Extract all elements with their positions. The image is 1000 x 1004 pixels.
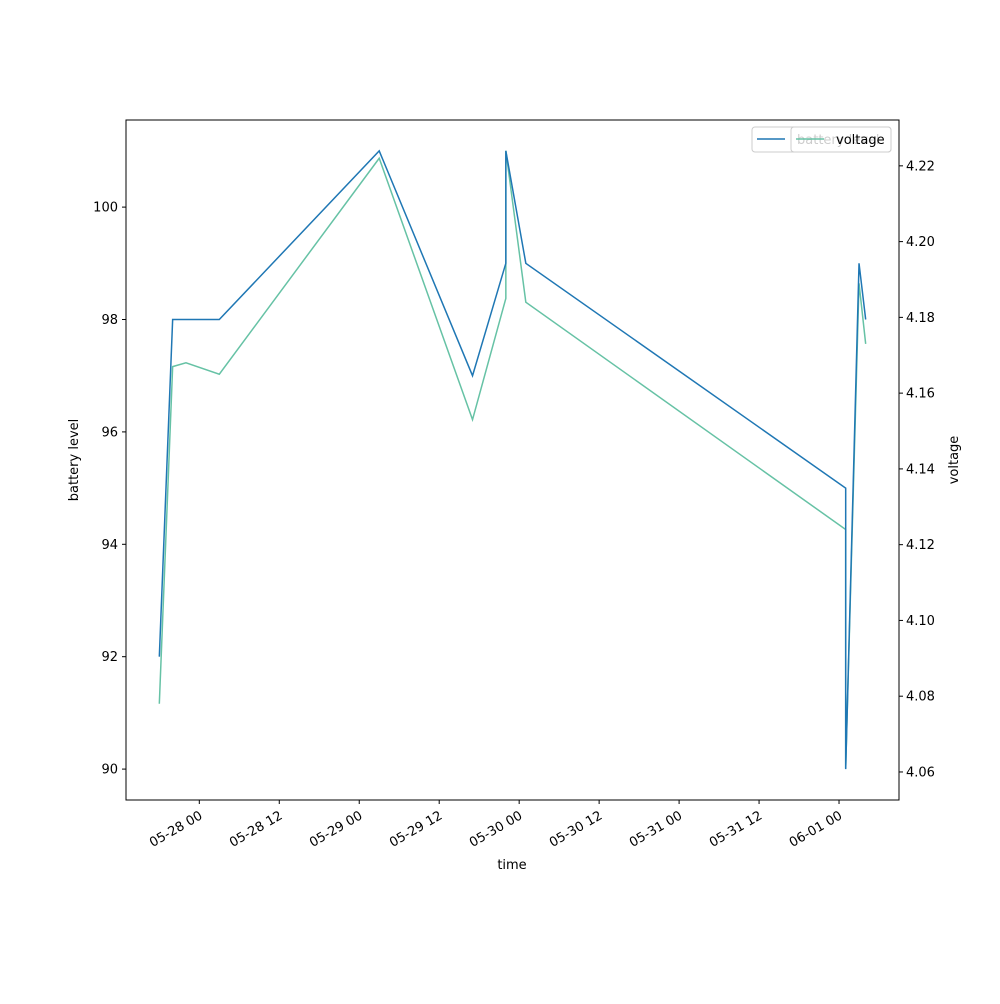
y2-tick-label: 4.14 (906, 462, 935, 477)
legend: voltage (790, 126, 892, 153)
x-tick-label: 05-30 00 (467, 808, 525, 850)
x-tick-label: 06-01 00 (787, 808, 845, 850)
x-tick-label: 05-28 12 (227, 808, 285, 850)
x-tick-label: 05-31 12 (707, 808, 765, 850)
plot-frame (125, 119, 900, 801)
y2-tick-label: 4.08 (906, 690, 935, 705)
series-line (158, 150, 867, 769)
y2-tick-label: 4.18 (906, 311, 935, 326)
y2-tick-label: 4.06 (906, 765, 935, 780)
y-tick-label: 94 (101, 538, 118, 553)
y2-axis-label: voltage (947, 436, 962, 485)
y-tick-label: 92 (101, 650, 118, 665)
y-tick-label: 100 (93, 201, 118, 216)
y2-tick-label: 4.16 (906, 387, 935, 402)
y2-tick-label: 4.22 (906, 159, 935, 174)
y2-tick-label: 4.12 (906, 538, 935, 553)
x-tick-label: 05-29 12 (387, 808, 445, 850)
y-tick-label: 96 (101, 425, 118, 440)
x-tick-label: 05-29 00 (307, 808, 365, 850)
y-axis-label: battery level (67, 419, 82, 502)
series-line (158, 149, 867, 770)
y2-tick-label: 4.10 (906, 614, 935, 629)
y-tick-label: 98 (101, 313, 118, 328)
x-tick-label: 05-28 00 (147, 808, 205, 850)
x-tick-label: 05-31 00 (627, 808, 685, 850)
legend-label: voltage (836, 133, 885, 148)
x-axis-label: time (497, 858, 526, 873)
x-tick-label: 05-30 12 (547, 808, 605, 850)
y2-tick-label: 4.20 (906, 235, 935, 250)
legend-box (790, 126, 892, 153)
y-tick-label: 90 (101, 763, 118, 778)
